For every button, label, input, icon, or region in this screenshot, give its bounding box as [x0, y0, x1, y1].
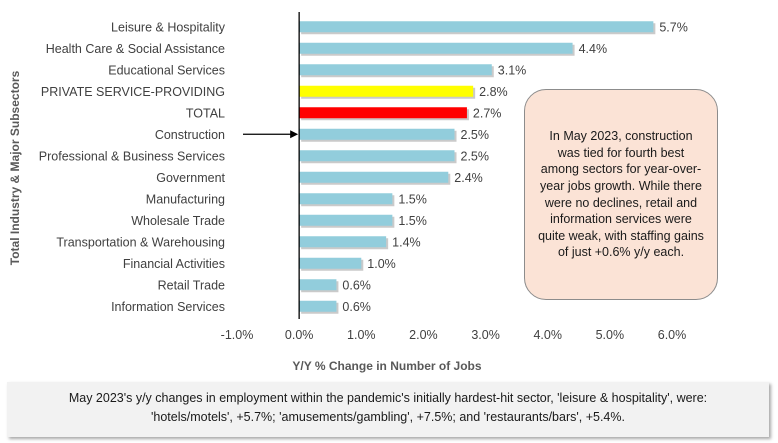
- value-label-professional-business-services: 2.5%: [461, 149, 490, 163]
- x-tick-label: 4.0%: [533, 328, 562, 342]
- bar-chart: Total Industry & Major Subsectors Leisur…: [8, 12, 688, 373]
- x-tick-labels: -1.0% 0.0% 1.0% 2.0% 3.0% 4.0% 5.0% 6.0%: [221, 328, 687, 342]
- category-label-wholesale-trade: Wholesale Trade: [131, 214, 225, 228]
- bar-construction: [299, 128, 455, 140]
- bar-health-care-social-assistance: [299, 42, 573, 54]
- value-label-leisure-hospitality: 5.7%: [659, 20, 688, 34]
- value-label-wholesale-trade: 1.5%: [398, 214, 427, 228]
- bar-private-service-providing: [299, 85, 474, 97]
- y-axis-title-group: Total Industry & Major Subsectors: [8, 70, 22, 265]
- category-label-financial-activities: Financial Activities: [123, 257, 225, 271]
- x-tick-label: 1.0%: [347, 328, 376, 342]
- bar-wholesale-trade: [299, 214, 393, 226]
- callout-box: In May 2023, construction was tied for f…: [524, 89, 718, 300]
- category-label-total: TOTAL: [186, 106, 225, 120]
- category-label-health-care-social-assistance: Health Care & Social Assistance: [46, 42, 225, 56]
- value-label-information-services: 0.6%: [342, 300, 371, 314]
- value-label-financial-activities: 1.0%: [367, 257, 396, 271]
- bar-information-services: [299, 300, 337, 312]
- value-label-construction: 2.5%: [461, 128, 490, 142]
- x-tick-label: 0.0%: [285, 328, 314, 342]
- value-label-retail-trade: 0.6%: [342, 278, 371, 292]
- bar-retail-trade: [299, 279, 337, 291]
- callout-text: In May 2023, construction was tied for f…: [538, 129, 704, 260]
- bar-manufacturing: [299, 193, 393, 205]
- bar-transportation-warehousing: [299, 236, 387, 248]
- value-label-private-service-providing: 2.8%: [479, 85, 508, 99]
- bar-total: [299, 107, 467, 119]
- category-label-manufacturing: Manufacturing: [146, 192, 225, 206]
- bar-financial-activities: [299, 257, 362, 269]
- category-label-professional-business-services: Professional & Business Services: [39, 149, 225, 163]
- value-label-health-care-social-assistance: 4.4%: [579, 42, 608, 56]
- category-label-construction: Construction: [155, 128, 225, 142]
- bar-professional-business-services: [299, 150, 455, 162]
- y-axis-title: Total Industry & Major Subsectors: [8, 70, 22, 265]
- x-tick-label: 3.0%: [471, 328, 500, 342]
- footnote-box: May 2023's y/y changes in employment wit…: [7, 382, 769, 437]
- arrow-head: [290, 130, 299, 139]
- x-tick-label: -1.0%: [221, 328, 254, 342]
- category-label-government: Government: [156, 171, 225, 185]
- construction-arrow: [243, 130, 299, 139]
- category-label-information-services: Information Services: [111, 300, 225, 314]
- x-tick-label: 6.0%: [658, 328, 687, 342]
- bar-educational-services: [299, 64, 492, 76]
- category-label-private-service-providing: PRIVATE SERVICE-PROVIDING: [41, 85, 225, 99]
- value-labels: 5.7% 4.4% 3.1% 2.8% 2.7% 2.5% 2.5% 2.4% 1.5% 1.5%…: [342, 20, 687, 314]
- category-label-leisure-hospitality: Leisure & Hospitality: [111, 20, 226, 34]
- value-label-total: 2.7%: [473, 106, 502, 120]
- value-label-transportation-warehousing: 1.4%: [392, 235, 421, 249]
- bars: [299, 21, 656, 314]
- category-label-transportation-warehousing: Transportation & Warehousing: [56, 235, 225, 249]
- value-label-government: 2.4%: [454, 171, 483, 185]
- bar-government: [299, 171, 449, 183]
- bar-leisure-hospitality: [299, 21, 654, 33]
- x-axis-title: Y/Y % Change in Number of Jobs: [292, 359, 481, 373]
- x-tick-label: 2.0%: [409, 328, 438, 342]
- category-label-retail-trade: Retail Trade: [158, 278, 225, 292]
- footnote-line-2: 'hotels/motels', +5.7%; 'amusements/gamb…: [151, 410, 625, 424]
- category-label-educational-services: Educational Services: [108, 63, 225, 77]
- value-label-educational-services: 3.1%: [498, 63, 527, 77]
- footnote-line-1: May 2023's y/y changes in employment wit…: [68, 391, 708, 405]
- value-label-manufacturing: 1.5%: [398, 192, 427, 206]
- category-labels: Leisure & Hospitality Health Care & Socia…: [39, 20, 226, 314]
- x-tick-label: 5.0%: [596, 328, 625, 342]
